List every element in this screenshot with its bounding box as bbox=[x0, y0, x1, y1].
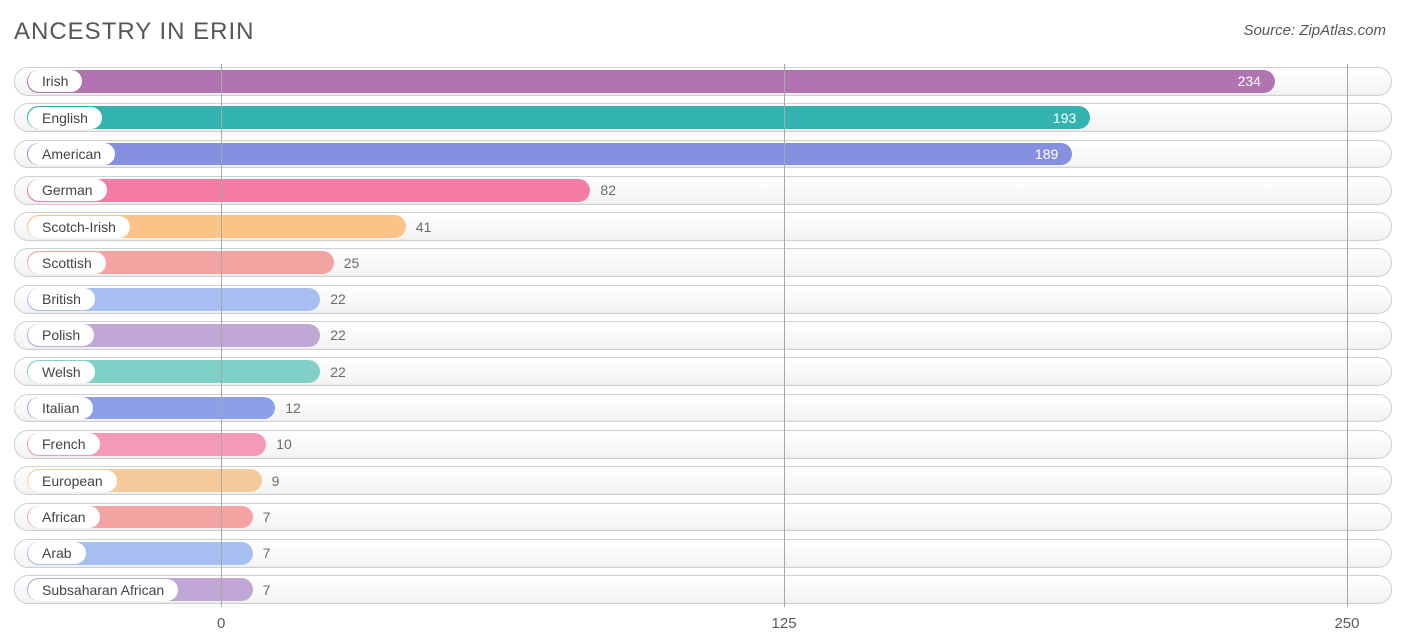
bar-value-label: 12 bbox=[285, 400, 301, 416]
category-pill: Scotch-Irish bbox=[28, 216, 130, 238]
bar-value-label: 25 bbox=[344, 255, 360, 271]
header: ANCESTRY IN ERIN Source: ZipAtlas.com bbox=[14, 18, 1392, 46]
gridline bbox=[221, 64, 222, 607]
plot-area: Irish 234 English 193 American 189 German 82 Sco… bbox=[14, 64, 1392, 639]
bar-value-label: 82 bbox=[600, 182, 616, 198]
chart-container: ANCESTRY IN ERIN Source: ZipAtlas.com Ir… bbox=[0, 0, 1406, 644]
category-pill: Polish bbox=[28, 324, 94, 346]
bar-fill bbox=[27, 179, 590, 202]
bar-value-label: 189 bbox=[1035, 146, 1058, 162]
category-pill: Arab bbox=[28, 542, 86, 564]
bar-fill bbox=[27, 143, 1072, 166]
bar-value-label: 234 bbox=[1238, 73, 1261, 89]
category-pill: British bbox=[28, 288, 95, 310]
category-pill: Scottish bbox=[28, 252, 106, 274]
bar-value-label: 7 bbox=[263, 582, 271, 598]
bar-value-label: 41 bbox=[416, 219, 432, 235]
bar-value-label: 22 bbox=[330, 291, 346, 307]
bar-value-label: 22 bbox=[330, 327, 346, 343]
category-pill: Irish bbox=[28, 70, 82, 92]
bar-fill bbox=[27, 106, 1090, 129]
bar-fill bbox=[27, 70, 1275, 93]
bar-value-label: 7 bbox=[263, 509, 271, 525]
gridline bbox=[784, 64, 785, 607]
x-tick-label: 250 bbox=[1334, 615, 1359, 632]
x-tick-label: 0 bbox=[217, 615, 225, 632]
category-pill: German bbox=[28, 179, 107, 201]
category-pill: French bbox=[28, 433, 100, 455]
category-pill: Welsh bbox=[28, 361, 95, 383]
gridline bbox=[1347, 64, 1348, 607]
category-pill: Italian bbox=[28, 397, 93, 419]
chart-title: ANCESTRY IN ERIN bbox=[14, 18, 255, 46]
x-tick-label: 125 bbox=[772, 615, 797, 632]
category-pill: European bbox=[28, 470, 117, 492]
source-attribution: Source: ZipAtlas.com bbox=[1243, 18, 1392, 39]
bar-value-label: 193 bbox=[1053, 110, 1076, 126]
bar-value-label: 22 bbox=[330, 364, 346, 380]
bar-value-label: 7 bbox=[263, 545, 271, 561]
x-axis: 0 125 250 bbox=[14, 611, 1392, 639]
bar-value-label: 9 bbox=[272, 473, 280, 489]
category-pill: African bbox=[28, 506, 100, 528]
bar-value-label: 10 bbox=[276, 436, 292, 452]
category-pill: English bbox=[28, 107, 102, 129]
category-pill: American bbox=[28, 143, 115, 165]
category-pill: Subsaharan African bbox=[28, 579, 178, 601]
